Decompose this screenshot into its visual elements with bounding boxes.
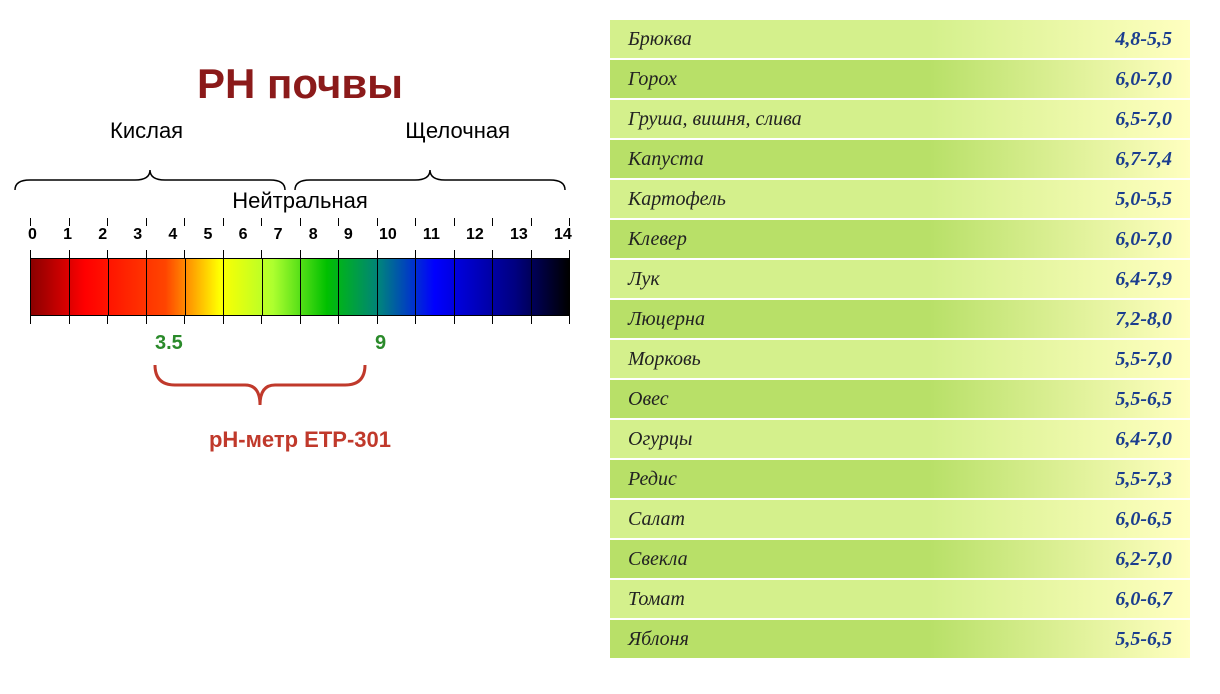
plant-ph-value: 6,0-7,0: [1115, 68, 1172, 91]
plant-ph-value: 4,8-5,5: [1115, 28, 1172, 51]
plant-name: Капуста: [628, 148, 704, 171]
plant-ph-value: 6,4-7,0: [1115, 428, 1172, 451]
plant-ph-value: 7,2-8,0: [1115, 308, 1172, 331]
scale-tick-label: 7: [274, 226, 283, 244]
plant-ph-value: 6,5-7,0: [1115, 108, 1172, 131]
plant-name: Морковь: [628, 348, 701, 371]
scale-tick-label: 3: [133, 226, 142, 244]
plant-row: Редис 5,5-7,3: [610, 460, 1190, 500]
plant-name: Лук: [628, 268, 660, 291]
scale-tick-label: 0: [28, 226, 37, 244]
plant-row: Груша, вишня, слива 6,5-7,0: [610, 100, 1190, 140]
scale-tick-label: 5: [203, 226, 212, 244]
scale-tick-label: 8: [309, 226, 318, 244]
plant-name: Груша, вишня, слива: [628, 108, 802, 131]
scale-tick-label: 13: [510, 226, 528, 244]
plant-ph-value: 6,0-6,5: [1115, 508, 1172, 531]
plant-ph-value: 6,0-6,7: [1115, 588, 1172, 611]
plant-row: Огурцы 6,4-7,0: [610, 420, 1190, 460]
alkaline-label: Щелочная: [405, 118, 510, 144]
plant-name: Салат: [628, 508, 685, 531]
scale-tick-label: 14: [554, 226, 572, 244]
plant-name: Брюква: [628, 28, 692, 51]
plant-ph-value: 6,7-7,4: [1115, 148, 1172, 171]
plant-name: Яблоня: [628, 628, 689, 651]
plant-row: Лук 6,4-7,9: [610, 260, 1190, 300]
scale-tick-label: 1: [63, 226, 72, 244]
scale-tick-label: 12: [466, 226, 484, 244]
range-low: 3.5: [155, 332, 183, 355]
plant-row: Салат 6,0-6,5: [610, 500, 1190, 540]
plant-row: Овес 5,5-6,5: [610, 380, 1190, 420]
plant-name: Люцерна: [628, 308, 705, 331]
plant-name: Горох: [628, 68, 677, 91]
brace-alkaline: [290, 165, 570, 195]
plant-ph-value: 5,5-6,5: [1115, 388, 1172, 411]
plant-ph-value: 6,2-7,0: [1115, 548, 1172, 571]
scale-tick-label: 4: [168, 226, 177, 244]
plant-ph-table: Брюква 4,8-5,5 Горох 6,0-7,0 Груша, вишня, с…: [600, 0, 1220, 694]
plant-ph-value: 6,0-7,0: [1115, 228, 1172, 251]
scale-tick-label: 9: [344, 226, 353, 244]
scale-tick-label: 10: [379, 226, 397, 244]
plant-ph-value: 5,5-7,3: [1115, 468, 1172, 491]
scale-numbers: 01234567891011121314: [20, 226, 580, 244]
plant-name: Свекла: [628, 548, 688, 571]
scale-tick-label: 11: [423, 226, 440, 244]
plant-name: Огурцы: [628, 428, 692, 451]
plant-row: Яблоня 5,5-6,5: [610, 620, 1190, 660]
scale-ticks-top: [20, 218, 580, 226]
diagram-title: PH почвы: [20, 60, 580, 108]
plant-ph-value: 6,4-7,9: [1115, 268, 1172, 291]
plant-row: Клевер 6,0-7,0: [610, 220, 1190, 260]
plant-name: Клевер: [628, 228, 687, 251]
plant-row: Томат 6,0-6,7: [610, 580, 1190, 620]
scale-ticks-mid: [20, 250, 580, 258]
plant-row: Капуста 6,7-7,4: [610, 140, 1190, 180]
scale-tick-label: 2: [98, 226, 107, 244]
plant-row: Картофель 5,0-5,5: [610, 180, 1190, 220]
brace-acid: [10, 165, 290, 195]
ph-gradient-bar: [30, 258, 570, 316]
plant-row: Брюква 4,8-5,5: [610, 20, 1190, 60]
brace-meter-range: [150, 360, 370, 420]
plant-name: Редис: [628, 468, 677, 491]
plant-name: Томат: [628, 588, 685, 611]
plant-row: Морковь 5,5-7,0: [610, 340, 1190, 380]
meter-label: pH-метр ETP-301: [20, 427, 580, 453]
plant-ph-value: 5,5-6,5: [1115, 628, 1172, 651]
plant-ph-value: 5,0-5,5: [1115, 188, 1172, 211]
plant-row: Люцерна 7,2-8,0: [610, 300, 1190, 340]
scale-ticks-bottom: [20, 316, 580, 324]
acid-label: Кислая: [110, 118, 183, 144]
plant-row: Свекла 6,2-7,0: [610, 540, 1190, 580]
plant-name: Овес: [628, 388, 669, 411]
ph-scale-diagram: PH почвы Кислая Щелочная Нейтральная 012…: [0, 0, 600, 694]
plant-row: Горох 6,0-7,0: [610, 60, 1190, 100]
scale-tick-label: 6: [239, 226, 248, 244]
plant-name: Картофель: [628, 188, 726, 211]
range-high: 9: [375, 332, 386, 355]
plant-ph-value: 5,5-7,0: [1115, 348, 1172, 371]
